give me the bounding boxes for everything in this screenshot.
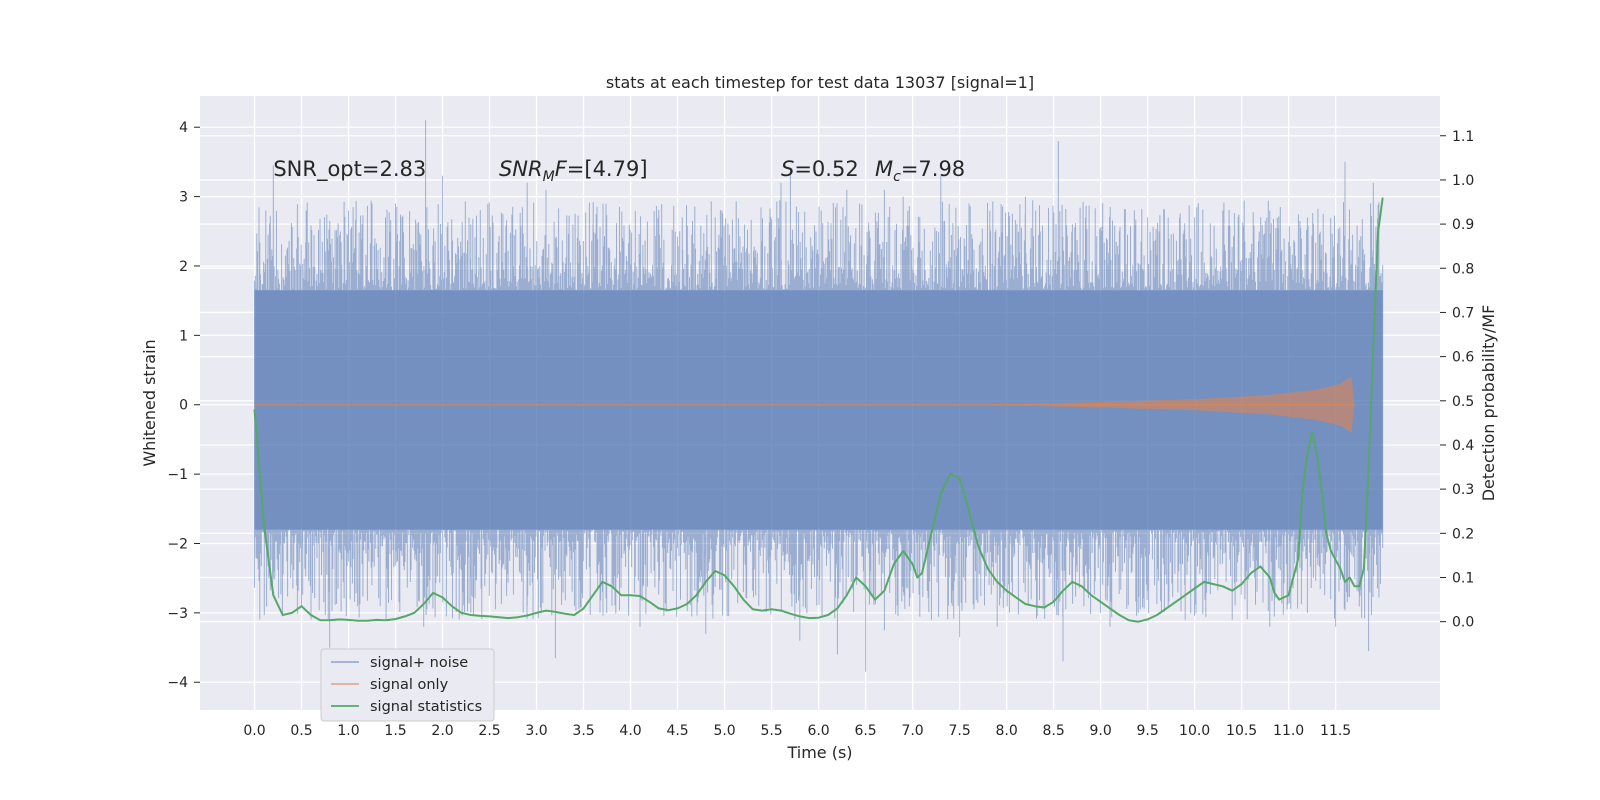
ticks: 0.0 0.5 1.0 1.5 2.0 2.5 3.0 3.5 4.0 4.5 5.0 5.5 6.0 6… [167, 120, 1474, 739]
y-tick-label-right: 1.0 [1452, 173, 1474, 189]
annotation-part: M [543, 169, 555, 185]
annotation-text: SNRMF=[4.79] [499, 157, 648, 185]
y-tick-label-right: 0.0 [1452, 615, 1474, 631]
x-tick-label: 2.5 [478, 723, 500, 739]
x-tick-label: 0.5 [290, 723, 312, 739]
x-tick-label: 1.0 [337, 723, 359, 739]
y-tick-label-left: 0 [179, 398, 188, 414]
x-tick-label: 9.0 [1089, 723, 1111, 739]
x-tick-label: 11.5 [1320, 723, 1351, 739]
x-tick-label: 0.0 [243, 723, 265, 739]
y-tick-label-left: 1 [179, 328, 188, 344]
annotation-part: SNR_opt=2.83 [273, 157, 426, 182]
y-tick-label-right: 1.1 [1452, 129, 1474, 145]
annotation-part: M [875, 157, 893, 181]
y-tick-label-left: 2 [179, 259, 188, 275]
y-axis-label-right: Detection probability/MF [1479, 305, 1498, 502]
x-tick-label: 8.0 [995, 723, 1017, 739]
x-tick-label: 9.5 [1136, 723, 1158, 739]
annotation-text: Mc=7.98 [875, 157, 965, 185]
legend: signal+ noise signal only signal statist… [320, 648, 495, 722]
x-tick-label: 11.0 [1273, 723, 1304, 739]
x-tick-label: 4.0 [619, 723, 641, 739]
x-tick-label: 10.5 [1226, 723, 1257, 739]
y-tick-label-right: 0.7 [1452, 305, 1474, 321]
series-signal-statistics [253, 197, 1384, 623]
y-tick-label-right: 0.8 [1452, 261, 1474, 277]
x-tick-label: 5.0 [713, 723, 735, 739]
legend-label-signal-statistics: signal statistics [370, 699, 482, 715]
annotation-part: SNR [499, 157, 543, 181]
legend-label-signal-noise: signal+ noise [370, 655, 468, 671]
x-tick-label: 2.0 [431, 723, 453, 739]
x-tick-label: 8.5 [1042, 723, 1064, 739]
y-tick-label-right: 0.9 [1452, 217, 1474, 233]
x-tick-label: 1.5 [384, 723, 406, 739]
annotations: SNR_opt=2.83 SNRMF=[4.79] S=0.52 Mc=7.98 [273, 157, 965, 185]
series-signal-only [254, 376, 1355, 434]
legend-label-signal-only: signal only [370, 677, 449, 693]
annotation-part: =7.98 [901, 157, 965, 181]
annotation-part: S [781, 157, 794, 181]
y-tick-label-left: 3 [179, 190, 188, 206]
x-axis-label: Time (s) [786, 743, 852, 762]
y-axis-label-left: Whitened strain [140, 339, 159, 466]
series-layer [253, 120, 1384, 672]
annotation-part: =[4.79] [567, 157, 648, 181]
annotation-part: F [555, 157, 568, 181]
x-tick-label: 4.5 [666, 723, 688, 739]
x-tick-label: 7.0 [901, 723, 923, 739]
x-tick-label: 5.5 [760, 723, 782, 739]
signal-noise-trace [254, 120, 1384, 672]
annotation-text: S=0.52 [781, 157, 859, 181]
y-tick-label-right: 0.5 [1452, 394, 1474, 410]
y-tick-label-left: −4 [167, 675, 188, 691]
y-tick-label-left: −2 [167, 536, 188, 552]
annotation-part: =0.52 [794, 157, 858, 181]
y-tick-label-left: 4 [179, 120, 188, 136]
y-tick-label-left: −1 [167, 467, 188, 483]
x-tick-label: 3.0 [525, 723, 547, 739]
annotation-text: SNR_opt=2.83 [273, 157, 426, 182]
y-tick-label-right: 0.4 [1452, 438, 1474, 454]
y-tick-label-right: 0.2 [1452, 526, 1474, 542]
y-tick-label-right: 0.6 [1452, 350, 1474, 366]
chart-title: stats at each timestep for test data 130… [606, 73, 1034, 92]
legend-box [320, 648, 495, 722]
y-tick-label-right: 0.3 [1452, 482, 1474, 498]
x-tick-label: 6.0 [807, 723, 829, 739]
x-tick-label: 6.5 [854, 723, 876, 739]
x-tick-label: 10.0 [1179, 723, 1210, 739]
y-tick-label-right: 0.1 [1452, 570, 1474, 586]
y-tick-label-left: −3 [167, 606, 188, 622]
x-tick-label: 3.5 [572, 723, 594, 739]
x-tick-label: 7.5 [948, 723, 970, 739]
annotation-part: c [893, 169, 901, 185]
